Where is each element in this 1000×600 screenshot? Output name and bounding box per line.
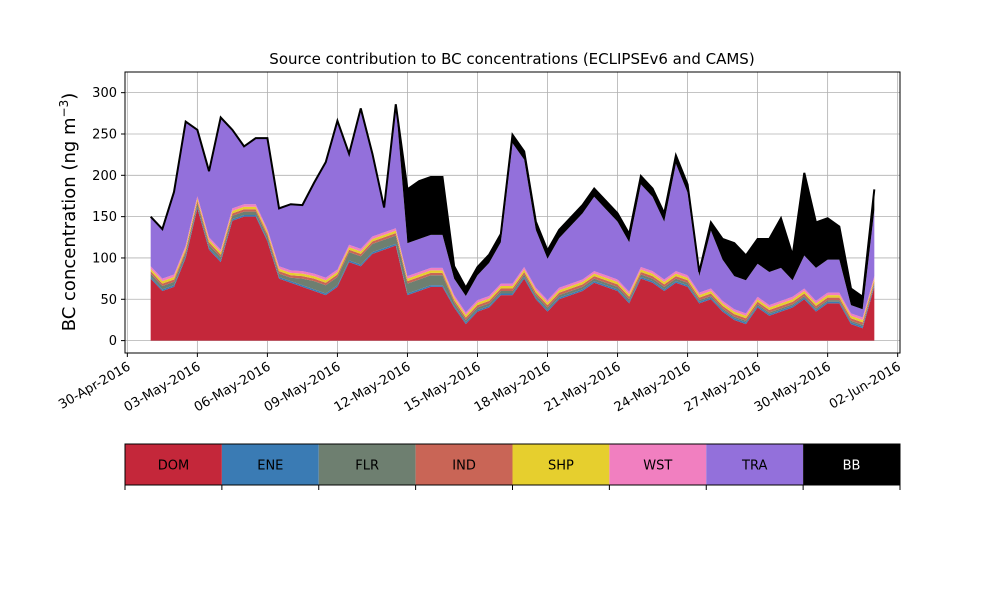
- x-tick-label: 24-May-2016: [612, 359, 694, 415]
- x-tick-label: 06-May-2016: [192, 359, 274, 415]
- y-tick-label: 250: [92, 127, 117, 142]
- legend-swatch-ene: [221, 444, 319, 485]
- y-axis-label-exponent: −3: [57, 100, 71, 118]
- legend-swatch-wst: [609, 444, 707, 485]
- x-tick-label: 27-May-2016: [682, 359, 764, 415]
- legend-label-ene: ENE: [257, 459, 283, 474]
- y-tick-label: 0: [109, 334, 117, 349]
- legend-label-tra: TRA: [741, 459, 767, 474]
- y-tick-label: 150: [92, 210, 117, 225]
- x-tick-label: 18-May-2016: [472, 359, 554, 415]
- chart-title: Source contribution to BC concentrations…: [269, 50, 754, 68]
- area-dom: [150, 208, 875, 341]
- y-axis-label-close: ): [59, 93, 80, 100]
- legend-swatch-flr: [318, 444, 416, 485]
- legend-swatch-dom: [125, 444, 222, 485]
- x-tick-label: 12-May-2016: [332, 359, 414, 415]
- x-tick-label: 30-Apr-2016: [56, 359, 133, 412]
- x-axis: 30-Apr-201603-May-201606-May-201609-May-…: [56, 353, 904, 415]
- y-axis-label: BC concentration (ng m−3): [57, 93, 80, 332]
- legend-swatch-shp: [512, 444, 610, 485]
- legend-label-shp: SHP: [548, 459, 574, 474]
- x-tick-label: 03-May-2016: [122, 359, 204, 415]
- legend-label-bb: BB: [843, 459, 861, 474]
- legend-label-ind: IND: [452, 459, 476, 474]
- y-axis-label-text: BC concentration (ng m: [59, 117, 80, 331]
- total-line: [149, 104, 876, 299]
- area-tra: [150, 104, 875, 318]
- x-tick-label: 15-May-2016: [402, 359, 484, 415]
- x-tick-label: 21-May-2016: [542, 359, 624, 415]
- y-axis: 0 50 100 150 200 250 300: [92, 86, 125, 349]
- legend-swatch-bb: [803, 444, 900, 485]
- legend-swatch-ind: [415, 444, 513, 485]
- axes-frame: [124, 71, 901, 354]
- stacked-areas: [150, 104, 875, 341]
- x-tick-label: 02-Jun-2016: [827, 359, 904, 412]
- legend-swatch-tra: [706, 444, 804, 485]
- legend: DOM ENE FLR IND SHP WST TRA BB: [124, 443, 901, 490]
- y-tick-label: 200: [92, 169, 117, 184]
- y-tick-label: 300: [92, 86, 117, 101]
- legend-label-dom: DOM: [158, 459, 189, 474]
- x-tick-label: 09-May-2016: [262, 359, 344, 415]
- total-line-path: [149, 104, 876, 299]
- y-tick-label: 50: [100, 293, 117, 308]
- y-tick-label: 100: [92, 251, 117, 266]
- x-tick-label: 30-May-2016: [752, 359, 834, 415]
- legend-label-flr: FLR: [355, 459, 379, 474]
- legend-label-wst: WST: [643, 459, 672, 474]
